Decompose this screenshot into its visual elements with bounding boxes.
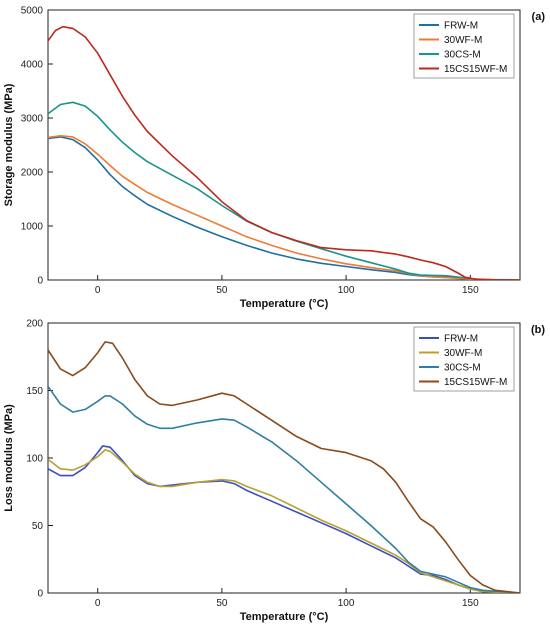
x-axis-title: Temperature (°C) (240, 298, 329, 310)
y-axis-title: Loss modulus (MPa) (3, 404, 15, 512)
legend-label: FRW-M (444, 21, 478, 32)
y-tick-label: 50 (32, 521, 44, 532)
y-tick-label: 3000 (21, 114, 44, 125)
x-tick-label: 50 (216, 598, 228, 609)
y-tick-label: 200 (26, 319, 43, 330)
x-tick-label: 150 (462, 285, 479, 296)
legend-label: 15CS15WF-M (444, 377, 507, 388)
panel-label: (b) (531, 324, 545, 336)
y-tick-label: 2000 (21, 168, 44, 179)
series-line-15cs15wf-m (48, 341, 520, 593)
y-tick-label: 100 (26, 454, 43, 465)
series-line-30wf-m (48, 449, 520, 593)
x-tick-label: 50 (216, 285, 228, 296)
legend-box (413, 13, 515, 79)
x-tick-label: 0 (95, 285, 101, 296)
x-axis-title: Temperature (°C) (240, 611, 329, 623)
y-tick-label: 0 (37, 276, 43, 287)
series-line-frw-m (48, 445, 520, 593)
legend-label: 30WF-M (444, 348, 482, 359)
legend-label: 30CS-M (444, 50, 481, 61)
x-tick-label: 100 (338, 285, 355, 296)
legend-label: 30CS-M (444, 363, 481, 374)
legend-label: 30WF-M (444, 35, 482, 46)
x-tick-label: 100 (338, 598, 355, 609)
panel-label: (a) (532, 11, 546, 23)
y-tick-label: 150 (26, 386, 43, 397)
loss-modulus-chart: 0 50 100 150 0 50 100 150 200 Temperature (°C) Los… (3, 319, 545, 624)
x-tick-label: 0 (95, 598, 101, 609)
y-tick-label: 0 (37, 589, 43, 600)
series-line-15cs15wf-m (48, 25, 520, 280)
legend-label: FRW-M (444, 334, 478, 345)
legend: FRW-M 30WF-M 30CS-M 15CS15WF-M (413, 13, 515, 79)
legend: FRW-M 30WF-M 30CS-M 15CS15WF-M (413, 326, 515, 392)
y-tick-label: 5000 (21, 6, 44, 17)
series-line-30cs-m (48, 385, 520, 593)
series-line-30wf-m (48, 135, 520, 280)
x-tick-label: 150 (462, 598, 479, 609)
y-axis-title: Storage modulus (MPa) (3, 83, 15, 206)
storage-modulus-chart: 0 50 100 150 0 1000 2000 3000 4000 5000 Temperatur… (3, 6, 545, 311)
y-tick-label: 1000 (21, 222, 44, 233)
legend-label: 15CS15WF-M (444, 64, 507, 75)
y-tick-label: 4000 (21, 60, 44, 71)
